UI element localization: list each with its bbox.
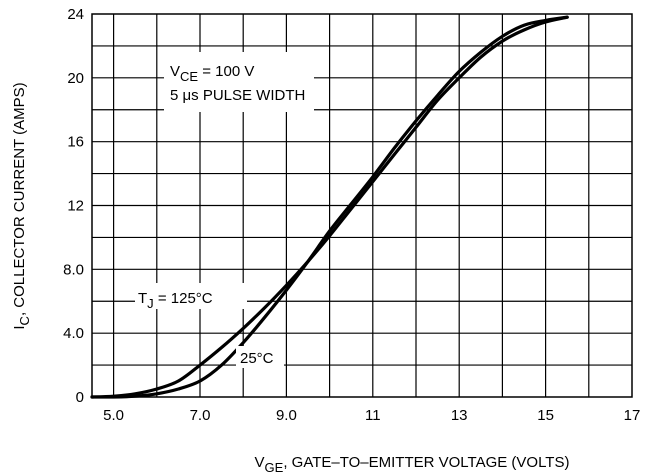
series-line-125c [90,15,569,399]
plot-frame [91,13,633,398]
y-tick-label: 8.0 [63,261,84,278]
series-label-background-25c [236,346,284,368]
y-tick-label: 12 [67,198,84,215]
annotation-background [164,52,314,112]
series-label-25c: 25°C [240,350,274,367]
y-tick-label: 20 [67,70,84,87]
test-condition-vce: VCE = 100 V [170,63,254,84]
y-tick-label: 24 [67,6,84,23]
y-tick-label: 4.0 [63,325,84,342]
y-axis-ticks: 0 4.0 8.0 12 16 20 24 [63,6,84,406]
series-line-25c [90,15,569,399]
series-label-125c: TJ = 125°C [138,290,213,311]
grid [92,14,632,397]
x-tick-label: 5.0 [103,407,124,424]
y-axis-title: IC, COLLECTOR CURRENT (AMPS) [11,82,32,329]
y-tick-label: 0 [76,389,84,406]
x-axis-ticks: 5.0 7.0 9.0 11 13 15 17 [103,407,640,424]
x-axis-title: VGE, GATE–TO–EMITTER VOLTAGE (VOLTS) [255,454,570,474]
x-tick-label: 11 [365,407,381,424]
x-tick-label: 13 [451,407,468,424]
x-tick-label: 7.0 [190,407,211,424]
x-tick-label: 9.0 [276,407,297,424]
series-label-background-125c [135,283,247,309]
x-tick-label: 17 [624,407,641,424]
series-lines [90,15,569,399]
test-condition-pulse-width: 5 μs PULSE WIDTH [170,87,305,104]
y-tick-label: 16 [67,134,84,151]
x-tick-label: 15 [537,407,554,424]
